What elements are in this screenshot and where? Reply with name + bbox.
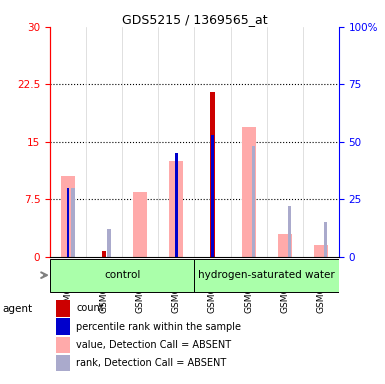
Text: rank, Detection Call = ABSENT: rank, Detection Call = ABSENT xyxy=(76,358,226,368)
Bar xyxy=(175,153,178,257)
Bar xyxy=(102,251,106,257)
FancyBboxPatch shape xyxy=(50,258,194,292)
Bar xyxy=(61,176,75,257)
Bar xyxy=(210,92,215,257)
Bar xyxy=(314,245,328,257)
Bar xyxy=(71,188,75,257)
Text: hydrogen-saturated water: hydrogen-saturated water xyxy=(198,270,335,280)
Bar xyxy=(56,318,70,335)
Bar xyxy=(56,300,70,317)
Bar xyxy=(211,135,214,257)
Text: control: control xyxy=(104,270,141,280)
FancyBboxPatch shape xyxy=(194,258,339,292)
Bar xyxy=(324,222,327,257)
Bar xyxy=(107,229,111,257)
Bar xyxy=(67,188,69,257)
Bar xyxy=(169,161,183,257)
Bar xyxy=(133,192,147,257)
Title: GDS5215 / 1369565_at: GDS5215 / 1369565_at xyxy=(122,13,267,26)
Bar xyxy=(278,234,291,257)
Text: count: count xyxy=(76,303,104,313)
Bar xyxy=(288,206,291,257)
Text: percentile rank within the sample: percentile rank within the sample xyxy=(76,322,241,332)
Text: agent: agent xyxy=(2,304,32,314)
Bar xyxy=(56,337,70,353)
Bar xyxy=(252,146,255,257)
Bar xyxy=(242,126,256,257)
Text: value, Detection Call = ABSENT: value, Detection Call = ABSENT xyxy=(76,340,231,350)
Bar xyxy=(56,355,70,371)
